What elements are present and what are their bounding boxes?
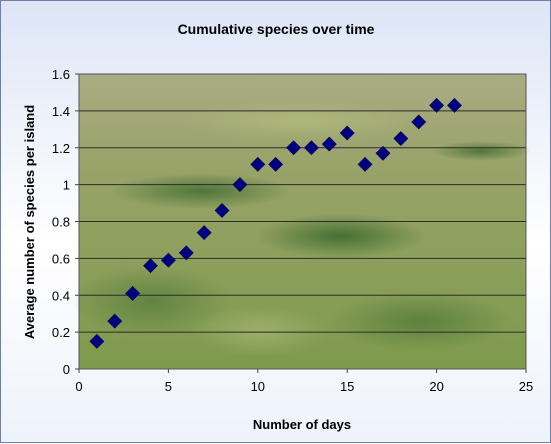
y-tick-label: 1.6 <box>52 67 70 82</box>
y-tick-label: 0 <box>63 362 70 377</box>
data-point <box>160 252 176 268</box>
chart-title: Cumulative species over time <box>178 21 375 37</box>
x-tick-label: 10 <box>251 379 265 394</box>
data-point <box>447 97 462 113</box>
data-point <box>357 156 373 172</box>
y-tick-label: 0.2 <box>52 325 70 340</box>
x-tick-label: 20 <box>429 379 443 394</box>
data-point <box>286 140 301 156</box>
x-tick-label: 0 <box>75 379 82 394</box>
y-tick-label: 1.4 <box>52 104 70 119</box>
y-tick-label: 0.6 <box>52 251 70 266</box>
data-point <box>232 177 248 193</box>
x-tick-label: 5 <box>165 379 172 394</box>
y-tick-label: 0.4 <box>52 288 70 303</box>
data-point <box>250 156 266 172</box>
y-tick-label: 0.8 <box>52 215 70 230</box>
data-point <box>393 131 409 146</box>
x-tick-label: 15 <box>340 379 354 394</box>
data-points <box>89 97 462 349</box>
data-point <box>178 245 194 261</box>
data-point <box>304 140 319 156</box>
data-point <box>125 285 141 301</box>
y-axis-label: Average number of species per island <box>22 105 37 339</box>
data-point <box>429 97 445 113</box>
x-axis-label: Number of days <box>253 417 351 432</box>
data-point <box>268 156 284 172</box>
data-point <box>196 225 212 240</box>
horizontal-gridlines <box>79 110 526 333</box>
data-point <box>89 333 105 349</box>
data-point <box>107 313 123 329</box>
x-axis-ticks: 0 5 10 15 20 25 <box>75 369 533 394</box>
data-point <box>339 125 355 141</box>
data-point <box>143 258 158 274</box>
y-tick-label: 1 <box>63 178 70 193</box>
y-axis-ticks: 0 0.2 0.4 0.6 0.8 1 1.2 1.4 1.6 <box>52 67 79 377</box>
data-point <box>214 203 230 218</box>
data-point <box>411 114 427 130</box>
y-tick-label: 1.2 <box>52 141 70 156</box>
data-point <box>375 145 391 161</box>
x-tick-label: 25 <box>519 379 533 394</box>
data-point <box>321 136 337 152</box>
